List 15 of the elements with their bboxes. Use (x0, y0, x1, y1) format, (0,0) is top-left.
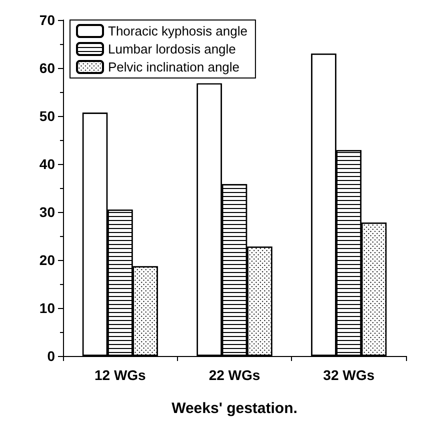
y-tick-label: 30 (39, 204, 56, 220)
x-tick-label: 22 WGs (208, 367, 260, 383)
legend-label: Lumbar lordosis angle (108, 42, 236, 56)
y-tick-label: 50 (39, 108, 56, 124)
y-tick-label: 10 (39, 300, 56, 316)
y-tick-label: 20 (39, 252, 56, 268)
y-tick-label: 60 (39, 60, 56, 76)
x-axis-title: Weeks' gestation. (172, 400, 298, 417)
legend-label: Pelvic inclination angle (108, 60, 240, 74)
y-tick-label: 0 (47, 348, 56, 364)
y-tick-label: 70 (39, 12, 56, 28)
x-tick-label: 32 WGs (323, 367, 375, 383)
y-tick-label: 40 (39, 156, 56, 172)
legend-label: Thoracic kyphosis angle (108, 24, 248, 38)
x-tick-label: 12 WGs (94, 367, 146, 383)
